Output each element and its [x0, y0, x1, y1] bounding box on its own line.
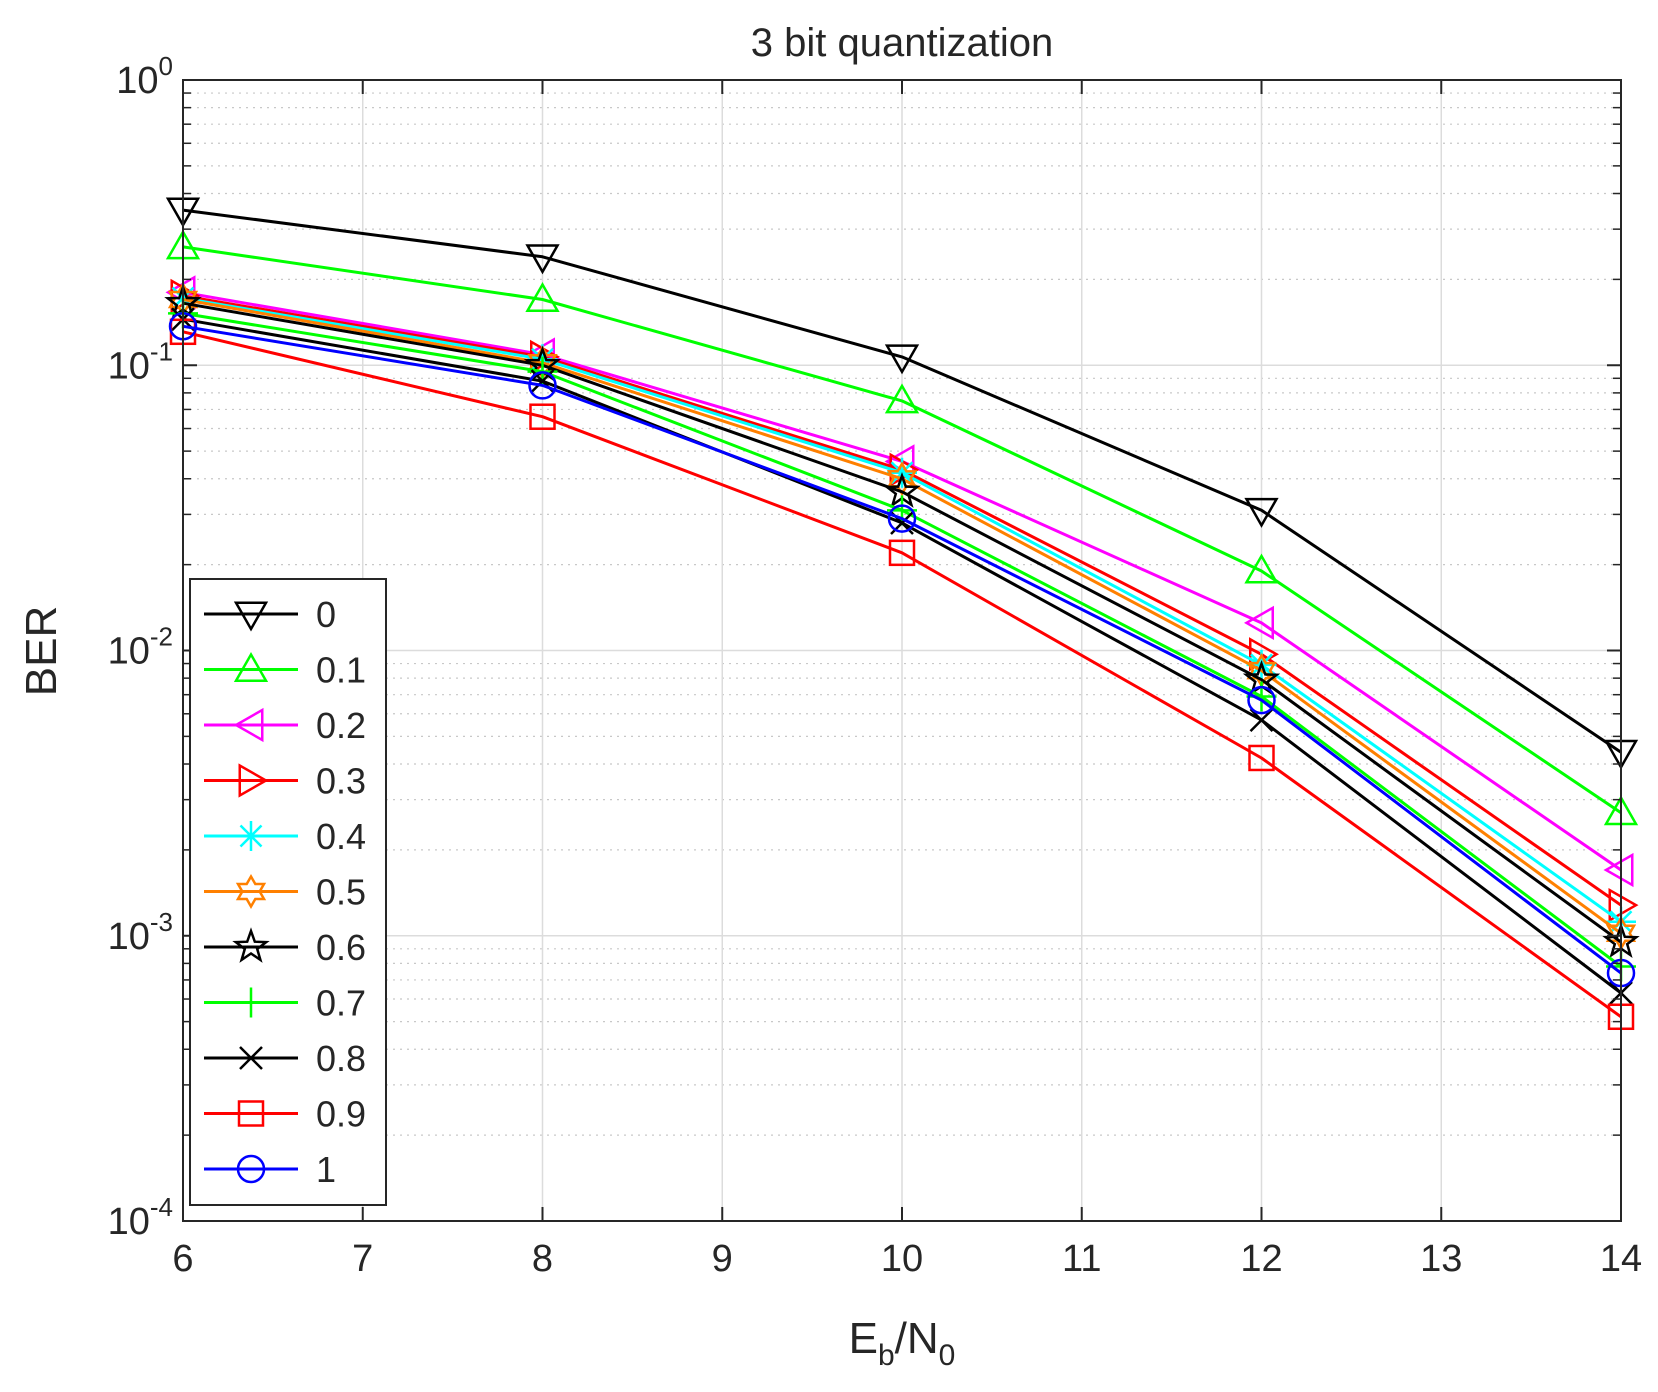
data-point-marker	[887, 504, 917, 533]
legend-entry: 0.2	[204, 705, 366, 746]
data-point-marker	[233, 651, 269, 682]
legend-label: 0.4	[316, 816, 366, 857]
y-tick-label: 10-3	[108, 907, 173, 958]
data-point-marker	[1247, 685, 1276, 715]
data-point-marker	[236, 987, 266, 1018]
series-0.6	[164, 283, 1640, 958]
legend-entry: 0.9	[204, 1094, 366, 1135]
data-point-marker	[888, 539, 916, 567]
y-axis-label: BER	[17, 606, 66, 696]
x-tick-label: 14	[1600, 1238, 1642, 1280]
data-point-marker	[528, 371, 557, 400]
legend-label: 0.6	[316, 927, 366, 968]
data-point-marker	[1244, 553, 1279, 584]
data-point-marker	[529, 403, 556, 430]
legend-entry: 0.1	[204, 650, 366, 691]
legend-entry: 0.4	[204, 816, 366, 857]
legend-entry: 0.5	[204, 872, 366, 913]
data-point-marker	[237, 1100, 265, 1127]
legend-label: 0.5	[316, 872, 366, 913]
data-point-marker	[233, 707, 264, 743]
legend-label: 1	[316, 1149, 336, 1190]
series-line	[182, 324, 1622, 975]
data-point-marker	[525, 244, 560, 275]
legend-entry: 0.8	[204, 1038, 366, 1079]
legend-label: 0.3	[316, 761, 366, 802]
data-point-marker	[1243, 605, 1274, 641]
data-point-marker	[1603, 852, 1634, 888]
y-tick-label: 10-4	[108, 1192, 173, 1243]
data-point-marker	[525, 281, 560, 313]
series-layer	[164, 197, 1640, 1031]
legend-items: 0 0.1 0.2 0.3 0.4 0.5 0.6 0.7 0.8 0.9 1	[204, 594, 366, 1190]
legend: 0 0.1 0.2 0.3 0.4 0.5 0.6 0.7 0.8 0.9 1	[189, 578, 387, 1206]
series-0.9	[169, 318, 1635, 1031]
data-point-marker	[886, 461, 918, 497]
x-tick-label: 12	[1240, 1238, 1282, 1280]
data-point-marker	[236, 821, 266, 851]
x-tick-label: 7	[352, 1238, 373, 1280]
legend-label: 0	[316, 594, 336, 635]
x-tick-label: 11	[1062, 1238, 1101, 1280]
legend-label: 0.2	[316, 705, 366, 746]
legend-entry: 0.7	[204, 983, 366, 1024]
data-point-marker	[239, 1046, 263, 1070]
y-tick-label: 10-1	[108, 336, 173, 387]
series-line	[182, 208, 1622, 754]
legend-label: 0.7	[316, 983, 366, 1024]
data-point-marker	[238, 763, 269, 798]
y-tick-label: 100	[116, 51, 173, 102]
x-axis-label: Eb/N0	[849, 1314, 956, 1372]
x-tick-label: 8	[532, 1238, 553, 1280]
legend-label: 0.1	[316, 650, 366, 691]
series-line	[182, 330, 1622, 1019]
data-point-marker	[884, 344, 920, 375]
x-tick-label: 6	[172, 1238, 193, 1280]
data-point-marker	[884, 383, 920, 414]
x-tick-label: 13	[1420, 1238, 1462, 1280]
data-point-marker	[1248, 744, 1275, 772]
y-tick-label: 10-2	[108, 622, 173, 673]
data-point-marker	[1244, 497, 1279, 528]
data-point-marker	[1249, 708, 1274, 733]
data-point-marker	[232, 927, 270, 963]
legend-entry: 0.3	[204, 761, 366, 802]
legend-entry: 0.6	[204, 927, 366, 968]
legend-entry: 0	[204, 594, 336, 635]
data-point-marker	[233, 601, 269, 632]
x-tick-label: 9	[712, 1238, 733, 1280]
data-point-marker	[235, 873, 267, 910]
series-line	[182, 245, 1622, 814]
legend-label: 0.8	[316, 1038, 366, 1079]
x-tick-label: 10	[881, 1238, 923, 1280]
series-line	[182, 301, 1622, 944]
legend-label: 0.9	[316, 1094, 366, 1135]
chart-title: 3 bit quantization	[751, 21, 1053, 65]
data-point-marker	[1608, 888, 1639, 923]
data-point-marker	[236, 1154, 266, 1184]
legend-entry: 1	[204, 1149, 336, 1190]
